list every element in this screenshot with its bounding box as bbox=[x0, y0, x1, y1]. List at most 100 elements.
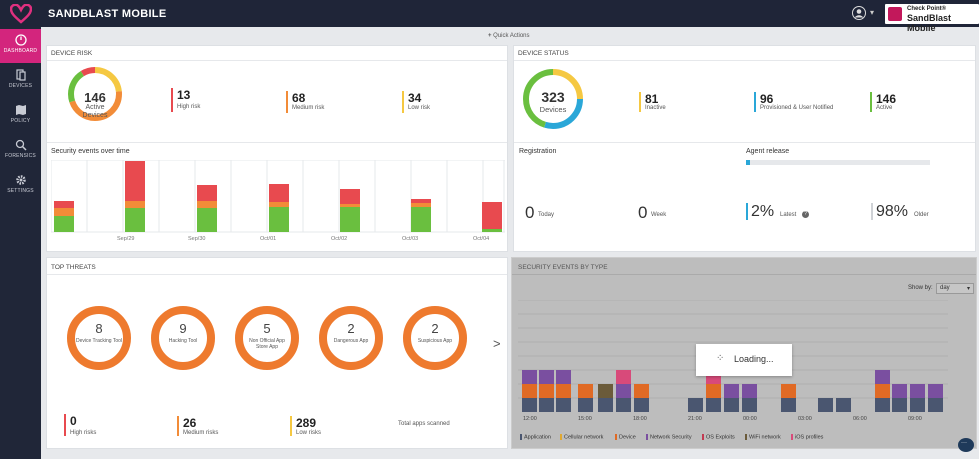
info-icon[interactable]: ? bbox=[802, 211, 809, 218]
date-tick: Oct/01 bbox=[260, 236, 277, 242]
latest-label: Latest bbox=[780, 212, 797, 218]
threat-label: Device Tracking Tool bbox=[75, 338, 123, 344]
legend-swatch bbox=[615, 434, 617, 440]
registration-week-label: Week bbox=[651, 212, 667, 218]
spinner-icon: ⁘ bbox=[716, 353, 725, 364]
medium-risk-count: 68 bbox=[292, 91, 306, 105]
sidebar-item-policy[interactable]: POLICY bbox=[0, 99, 41, 133]
plus-icon: + bbox=[488, 33, 494, 39]
legend-item[interactable]: iOS profiles bbox=[791, 434, 823, 440]
high-risk-bar bbox=[171, 88, 173, 112]
sidebar-item-label: DEVICES bbox=[8, 83, 33, 89]
threat-ring[interactable]: 2 Dangerous App bbox=[319, 306, 383, 370]
app-logo-icon[interactable] bbox=[10, 4, 32, 24]
sidebar-item-label: DASHBOARD bbox=[3, 48, 38, 54]
policy-icon bbox=[15, 105, 26, 115]
latest-percent: 2% bbox=[751, 203, 775, 220]
low-risk-bar bbox=[402, 91, 404, 113]
sidebar-item-label: POLICY bbox=[10, 118, 31, 124]
time-tick: 06:00 bbox=[853, 416, 867, 422]
bar-oct02 bbox=[340, 189, 360, 232]
agent-release-progress bbox=[746, 160, 930, 165]
threat-ring[interactable]: 8 Device Tracking Tool bbox=[67, 306, 131, 370]
threat-count: 2 bbox=[431, 321, 439, 336]
bar-sep29b bbox=[125, 161, 145, 232]
legend-item[interactable]: Network Security bbox=[646, 434, 692, 440]
loading-overlay: ⁘ Loading... bbox=[696, 344, 792, 376]
show-by-label: Show by: bbox=[908, 285, 933, 291]
registration-title: Registration bbox=[519, 148, 557, 155]
older-bar bbox=[871, 203, 873, 220]
bar-oct03 bbox=[411, 199, 431, 232]
threat-label: Non Official App Store App bbox=[249, 338, 285, 350]
older-percent: 98% bbox=[876, 203, 909, 220]
loading-text: Loading... bbox=[734, 354, 774, 364]
dashboard-icon bbox=[14, 34, 27, 46]
legend-item[interactable]: Cellular network bbox=[560, 434, 603, 440]
divider bbox=[47, 60, 507, 61]
inactive-bar bbox=[639, 92, 641, 112]
active-bar bbox=[870, 92, 872, 112]
legend-swatch bbox=[745, 434, 747, 440]
quick-actions-label: Quick Actions bbox=[493, 33, 530, 39]
medium-risks-label: Medium risks bbox=[183, 430, 219, 436]
sidebar-item-devices[interactable]: DEVICES bbox=[0, 64, 41, 98]
sidebar-item-forensics[interactable]: FORENSICS bbox=[0, 134, 41, 168]
threat-label: Hacking Tool bbox=[168, 338, 198, 344]
legend-label: iOS profiles bbox=[795, 434, 824, 441]
user-avatar-icon[interactable] bbox=[852, 6, 866, 20]
legend-label: Device bbox=[619, 434, 636, 441]
legend-swatch bbox=[520, 434, 522, 440]
bar-sep29a bbox=[54, 201, 74, 232]
legend-item[interactable]: Application bbox=[520, 434, 551, 440]
card-title: DEVICE RISK bbox=[51, 50, 93, 57]
high-risk-count: 13 bbox=[177, 88, 191, 102]
legend-item[interactable]: OS Exploits bbox=[702, 434, 735, 440]
device-status-card: DEVICE STATUS 323 Devices 81 Inactive 96… bbox=[513, 45, 976, 252]
low-risks-label: Low risks bbox=[296, 430, 322, 436]
active-count: 146 bbox=[876, 92, 897, 106]
show-by-value: day bbox=[940, 285, 950, 291]
threat-ring[interactable]: 2 Suspicious App bbox=[403, 306, 467, 370]
sidebar-item-dashboard[interactable]: DASHBOARD bbox=[0, 29, 41, 63]
agent-release-progress-fill bbox=[746, 160, 750, 165]
sidebar-item-settings[interactable]: SETTINGS bbox=[0, 169, 41, 203]
active-label: Active bbox=[876, 105, 893, 111]
threat-label: Suspicious App bbox=[417, 338, 453, 344]
bar-oct01 bbox=[269, 184, 289, 232]
device-status-total: 323 bbox=[541, 89, 565, 105]
registration-week-count: 0 bbox=[638, 203, 648, 222]
next-arrow-icon[interactable]: > bbox=[493, 336, 501, 351]
legend-item[interactable]: WiFi network bbox=[745, 434, 781, 440]
app-title: SANDBLAST MOBILE bbox=[48, 8, 167, 20]
bar-sep30 bbox=[197, 185, 217, 232]
inactive-count: 81 bbox=[645, 92, 659, 106]
legend-label: Network Security bbox=[650, 434, 692, 441]
high-risks-label: High risks bbox=[70, 430, 97, 436]
devices-icon bbox=[15, 69, 26, 81]
device-risk-total: 146 bbox=[84, 90, 106, 105]
time-tick: 12:00 bbox=[523, 416, 537, 422]
top-threats-card: TOP THREATS 8 Device Tracking Tool 9 Hacki… bbox=[46, 257, 508, 449]
stacked-bars bbox=[522, 370, 943, 412]
show-by-select[interactable]: day ▾ bbox=[936, 283, 974, 294]
sidebar: DASHBOARD DEVICES POLICY FORENSICS SETTI… bbox=[0, 27, 41, 459]
time-tick: 18:00 bbox=[633, 416, 647, 422]
low-risk-count: 34 bbox=[408, 91, 422, 105]
legend-swatch bbox=[702, 434, 704, 440]
older-label: Older bbox=[914, 212, 929, 218]
device-status-donut bbox=[523, 69, 583, 129]
device-risk-donut bbox=[68, 67, 122, 121]
events-over-time-chart bbox=[51, 160, 505, 233]
threat-ring[interactable]: 5 Non Official App Store App bbox=[235, 306, 299, 370]
threat-ring[interactable]: 9 Hacking Tool bbox=[151, 306, 215, 370]
chevron-down-icon[interactable]: ▾ bbox=[870, 8, 875, 17]
quick-actions-button[interactable]: + Quick Actions bbox=[488, 33, 530, 39]
legend-item[interactable]: Device bbox=[615, 434, 636, 440]
chat-icon[interactable]: ··· bbox=[958, 438, 974, 452]
high-risks-count: 0 bbox=[70, 414, 77, 428]
registration-today-label: Today bbox=[538, 212, 555, 218]
events-over-time-title: Security events over time bbox=[51, 148, 130, 155]
gear-icon bbox=[15, 175, 26, 185]
provisioned-bar bbox=[754, 92, 756, 112]
